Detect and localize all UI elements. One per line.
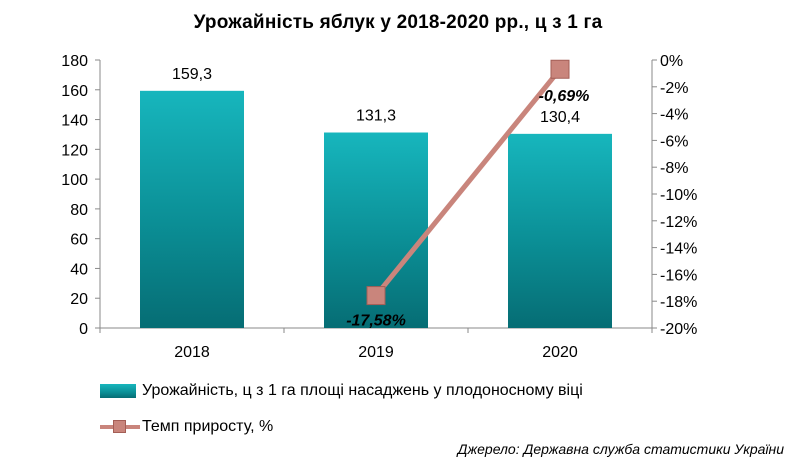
x-tick-label: 2018 xyxy=(174,344,210,361)
legend-swatch-line xyxy=(100,420,140,434)
y-right-tick-label: -18% xyxy=(660,294,697,311)
y-left-tick-label: 120 xyxy=(61,142,88,159)
x-tick-label: 2020 xyxy=(542,344,578,361)
bar-value-label: 159,3 xyxy=(172,66,212,83)
y-right-tick-label: 0% xyxy=(660,53,683,70)
y-right-tick-label: -20% xyxy=(660,321,697,338)
growth-marker-2019 xyxy=(366,286,386,306)
y-left-tick-label: 80 xyxy=(70,202,88,219)
growth-value-label: -17,58% xyxy=(346,313,406,330)
growth-marker-2020 xyxy=(550,59,570,79)
y-left-tick-label: 60 xyxy=(70,232,88,249)
source-note: Джерело: Державна служба статистики Укра… xyxy=(457,441,784,457)
y-left-tick-label: 180 xyxy=(61,53,88,70)
y-left-tick-label: 100 xyxy=(61,172,88,189)
legend-swatch-bar xyxy=(100,384,136,398)
y-left-tick-label: 40 xyxy=(70,261,88,278)
y-right-tick-label: -16% xyxy=(660,267,697,284)
y-left-tick-label: 20 xyxy=(70,291,88,308)
legend-item-yield: Урожайність, ц з 1 га площі насаджень у … xyxy=(100,378,583,404)
y-right-tick-label: -8% xyxy=(660,160,688,177)
y-right-tick-label: -4% xyxy=(660,107,688,124)
legend: Урожайність, ц з 1 га площі насаджень у … xyxy=(100,378,583,450)
y-right-tick-label: -2% xyxy=(660,80,688,97)
y-right-tick-label: -10% xyxy=(660,187,697,204)
bar-2018 xyxy=(140,90,244,328)
y-left-tick-label: 160 xyxy=(61,83,88,100)
x-tick-label: 2019 xyxy=(358,344,394,361)
growth-value-label: -0,69% xyxy=(539,88,590,105)
growth-line xyxy=(374,67,562,298)
bar-value-label: 131,3 xyxy=(356,108,396,125)
legend-label-growth: Темп приросту, % xyxy=(142,418,274,435)
y-right-tick-label: -6% xyxy=(660,133,688,150)
y-left-tick-label: 0 xyxy=(79,321,88,338)
chart-title: Урожайність яблук у 2018-2020 рр., ц з 1… xyxy=(193,12,603,33)
bar-2020 xyxy=(508,133,612,328)
bar-value-label: 130,4 xyxy=(540,109,580,126)
y-right-tick-label: -12% xyxy=(660,214,697,231)
legend-item-growth: Темп приросту, % xyxy=(100,414,583,440)
legend-label-yield: Урожайність, ц з 1 га площі насаджень у … xyxy=(142,382,583,399)
y-left-tick-label: 140 xyxy=(61,113,88,130)
chart-canvas: 0 20 40 60 80 100 120 140 160 180 -20% -18% -16% -14%… xyxy=(61,53,697,361)
y-right-tick-label: -14% xyxy=(660,241,697,258)
